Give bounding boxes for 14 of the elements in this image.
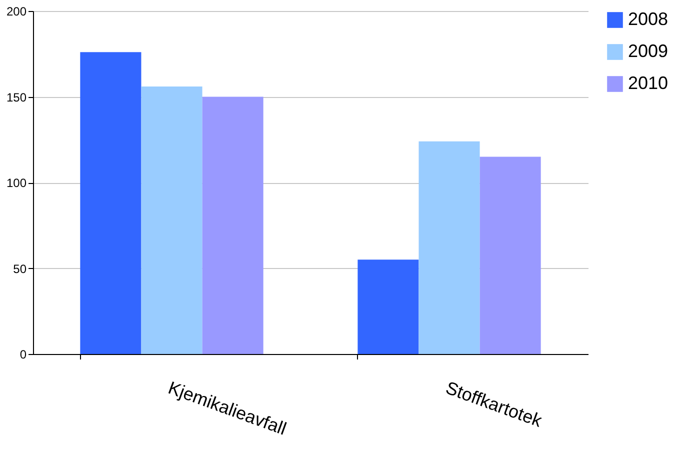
y-tick-label: 200 bbox=[6, 4, 27, 18]
y-tick-label: 50 bbox=[13, 262, 27, 276]
y-tick-label: 0 bbox=[20, 348, 27, 362]
bar bbox=[480, 156, 541, 354]
y-tick-label: 150 bbox=[6, 90, 27, 104]
bar bbox=[418, 141, 480, 354]
bar bbox=[80, 52, 142, 354]
y-tick-label: 100 bbox=[6, 176, 27, 190]
bar bbox=[141, 86, 202, 354]
legend-label: 2010 bbox=[628, 73, 668, 93]
legend-label: 2008 bbox=[628, 9, 668, 29]
legend-label: 2009 bbox=[628, 41, 668, 61]
bar bbox=[358, 260, 419, 354]
bar bbox=[202, 96, 264, 354]
